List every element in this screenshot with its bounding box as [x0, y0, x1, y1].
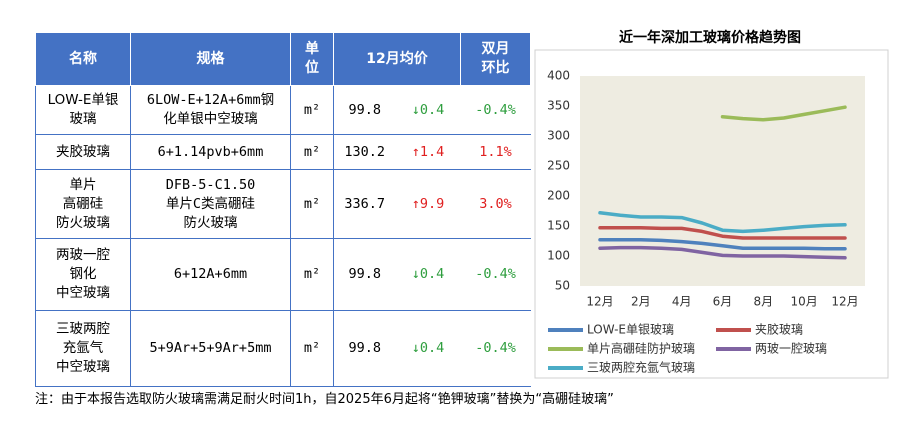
- cell-change: ↓0.4: [395, 238, 461, 311]
- y-tick-label: 100: [547, 249, 570, 263]
- cell-spec: 5+9Ar+5+9Ar+5mm: [130, 310, 291, 387]
- footnote: 注：由于本报告选取防火玻璃需满足耐火时间1h，自2025年6月起将“铯钾玻璃”替…: [35, 392, 614, 407]
- header-cell: 双月 环比: [460, 32, 532, 86]
- cell-change: ↑9.9: [395, 169, 461, 239]
- cell-name: 夹胶玻璃: [35, 134, 131, 170]
- x-tick-label: 12月: [586, 295, 613, 309]
- table-header: 名称 规格 单 位 12月均价 双月 环比: [35, 32, 532, 86]
- x-tick-label: 10月: [791, 295, 818, 309]
- cell-mom: -0.4%: [460, 310, 531, 387]
- cell-price: 99.8: [333, 310, 396, 387]
- series-line: [720, 105, 847, 122]
- x-tick-label: 8月: [754, 295, 774, 309]
- cell-name: LOW-E单银 玻璃: [35, 85, 131, 135]
- cell-spec: DFB-5-C1.50 单片C类高硼硅 防火玻璃: [130, 169, 291, 239]
- y-tick-label: 200: [547, 189, 570, 203]
- table-row: LOW-E单银 玻璃 6LOW-E+12A+6mm钢 化单银中空玻璃 m² 99.8 ↓…: [35, 85, 531, 135]
- cell-price: 99.8: [333, 238, 396, 311]
- cell-mom: 3.0%: [460, 169, 531, 239]
- x-tick-label: 12月: [831, 295, 858, 309]
- y-tick-label: 50: [555, 279, 570, 293]
- header-cell: 规格: [130, 32, 291, 86]
- cell-price: 99.8: [333, 85, 396, 135]
- cell-unit: m²: [290, 169, 334, 239]
- series-line: [598, 238, 847, 251]
- cell-name: 单片 高硼硅 防火玻璃: [35, 169, 131, 239]
- table-row: 夹胶玻璃 6+1.14pvb+6mm m² 130.2 ↑1.4 1.1%: [35, 134, 531, 170]
- cell-unit: m²: [290, 238, 334, 311]
- cell-price: 130.2: [333, 134, 396, 170]
- y-tick-label: 300: [547, 129, 570, 143]
- cell-name: 三玻两腔 充氩气 中空玻璃: [35, 310, 131, 387]
- price-table: 名称 规格 单 位 12月均价 双月 环比 LOW-E单银 玻璃 6LOW-E+1…: [35, 32, 532, 387]
- header-cell: 单 位: [290, 32, 334, 86]
- cell-unit: m²: [290, 310, 334, 387]
- legend-label: LOW-E单银玻璃: [587, 323, 674, 337]
- header-cell: 12月均价: [332, 32, 462, 86]
- x-tick-label: 2月: [631, 295, 651, 309]
- x-tick-label: 6月: [713, 295, 733, 309]
- legend-label: 夹胶玻璃: [755, 322, 803, 337]
- y-tick-label: 250: [547, 159, 570, 173]
- cell-mom: -0.4%: [460, 238, 531, 311]
- series-line: [598, 245, 847, 260]
- cell-price: 336.7: [333, 169, 396, 239]
- plot-area: [580, 76, 865, 286]
- cell-mom: -0.4%: [460, 85, 531, 135]
- cell-mom: 1.1%: [460, 134, 531, 170]
- cell-change: ↑1.4: [395, 134, 461, 170]
- y-tick-label: 350: [547, 99, 570, 113]
- cell-unit: m²: [290, 85, 334, 135]
- cell-change: ↓0.4: [395, 85, 461, 135]
- cell-spec: 6+12A+6mm: [130, 238, 291, 311]
- cell-spec: 6LOW-E+12A+6mm钢 化单银中空玻璃: [130, 85, 291, 135]
- cell-spec: 6+1.14pvb+6mm: [130, 134, 291, 170]
- series-line: [598, 211, 847, 234]
- y-tick-label: 400: [547, 69, 570, 83]
- legend-label: 三玻两腔充氩气玻璃: [587, 360, 695, 375]
- legend-label: 两玻一腔玻璃: [755, 341, 827, 356]
- chart-frame: [534, 49, 889, 379]
- cell-change: ↓0.4: [395, 310, 461, 387]
- cell-unit: m²: [290, 134, 334, 170]
- legend-label: 单片高硼硅防护玻璃: [587, 341, 695, 356]
- table-row: 单片 高硼硅 防火玻璃 DFB-5-C1.50 单片C类高硼硅 防火玻璃 m² 336…: [35, 169, 531, 239]
- x-tick-label: 4月: [672, 295, 692, 309]
- cell-name: 两玻一腔 钢化 中空玻璃: [35, 238, 131, 311]
- y-tick-label: 150: [547, 219, 570, 233]
- table-row: 两玻一腔 钢化 中空玻璃 6+12A+6mm m² 99.8 ↓0.4 -0.4%: [35, 238, 531, 311]
- header-cell: 名称: [35, 32, 131, 86]
- series-line: [598, 226, 847, 240]
- table-row: 三玻两腔 充氩气 中空玻璃 5+9Ar+5+9Ar+5mm m² 99.8 ↓0.4 -0…: [35, 310, 531, 387]
- chart-title: 近一年深加工玻璃价格趋势图: [619, 29, 801, 46]
